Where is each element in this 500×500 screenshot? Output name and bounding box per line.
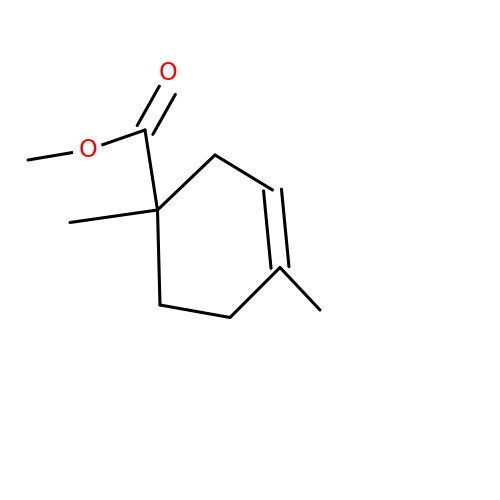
Text: O: O [158, 60, 177, 84]
Circle shape [74, 136, 102, 164]
Text: O: O [78, 138, 97, 162]
Circle shape [154, 58, 182, 86]
